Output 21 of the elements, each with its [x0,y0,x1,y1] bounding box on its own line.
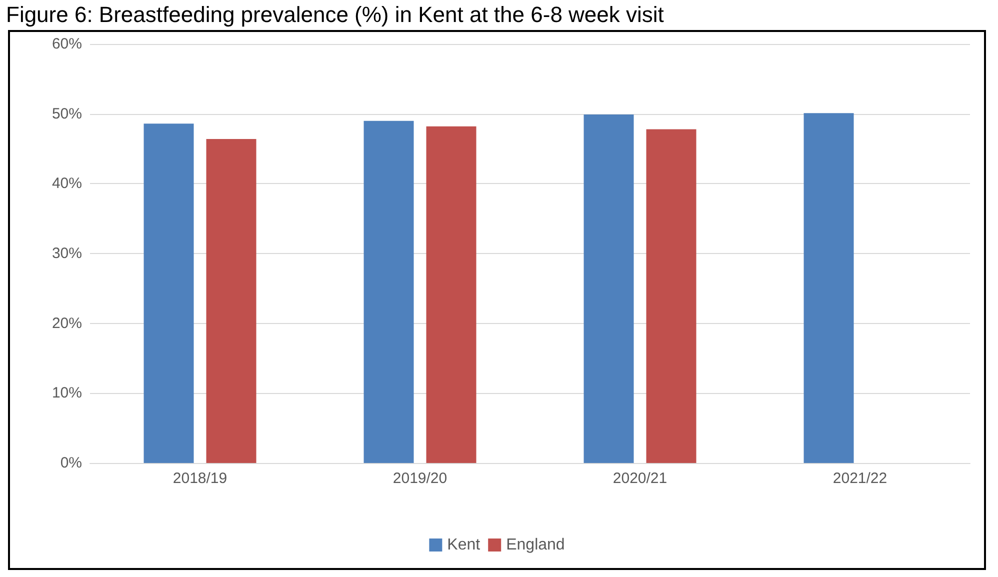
bar [426,126,476,463]
x-tick-label: 2018/19 [172,470,228,487]
bar [144,124,194,463]
y-tick-label: 10% [52,384,82,402]
bar [364,120,414,463]
bar [804,113,854,463]
x-tick-label: 2019/20 [392,470,448,487]
y-tick-label: 20% [52,314,82,332]
y-tick-label: 40% [52,175,82,192]
chart-title: Figure 6: Breastfeeding prevalence (%) in Kent at the 6-8 week visit [6,2,664,28]
bar [646,129,696,463]
x-tick-label: 2021/22 [832,470,888,487]
bar [206,138,256,463]
y-tick-label: 30% [52,245,82,262]
x-tick-label: 2020/21 [612,470,668,487]
bar [584,114,634,463]
y-tick-label: 0% [60,454,82,472]
y-tick-label: 60% [52,36,82,52]
y-tick-label: 50% [52,105,82,122]
legend-label: Kent [447,536,481,554]
legend-label: England [506,536,565,554]
